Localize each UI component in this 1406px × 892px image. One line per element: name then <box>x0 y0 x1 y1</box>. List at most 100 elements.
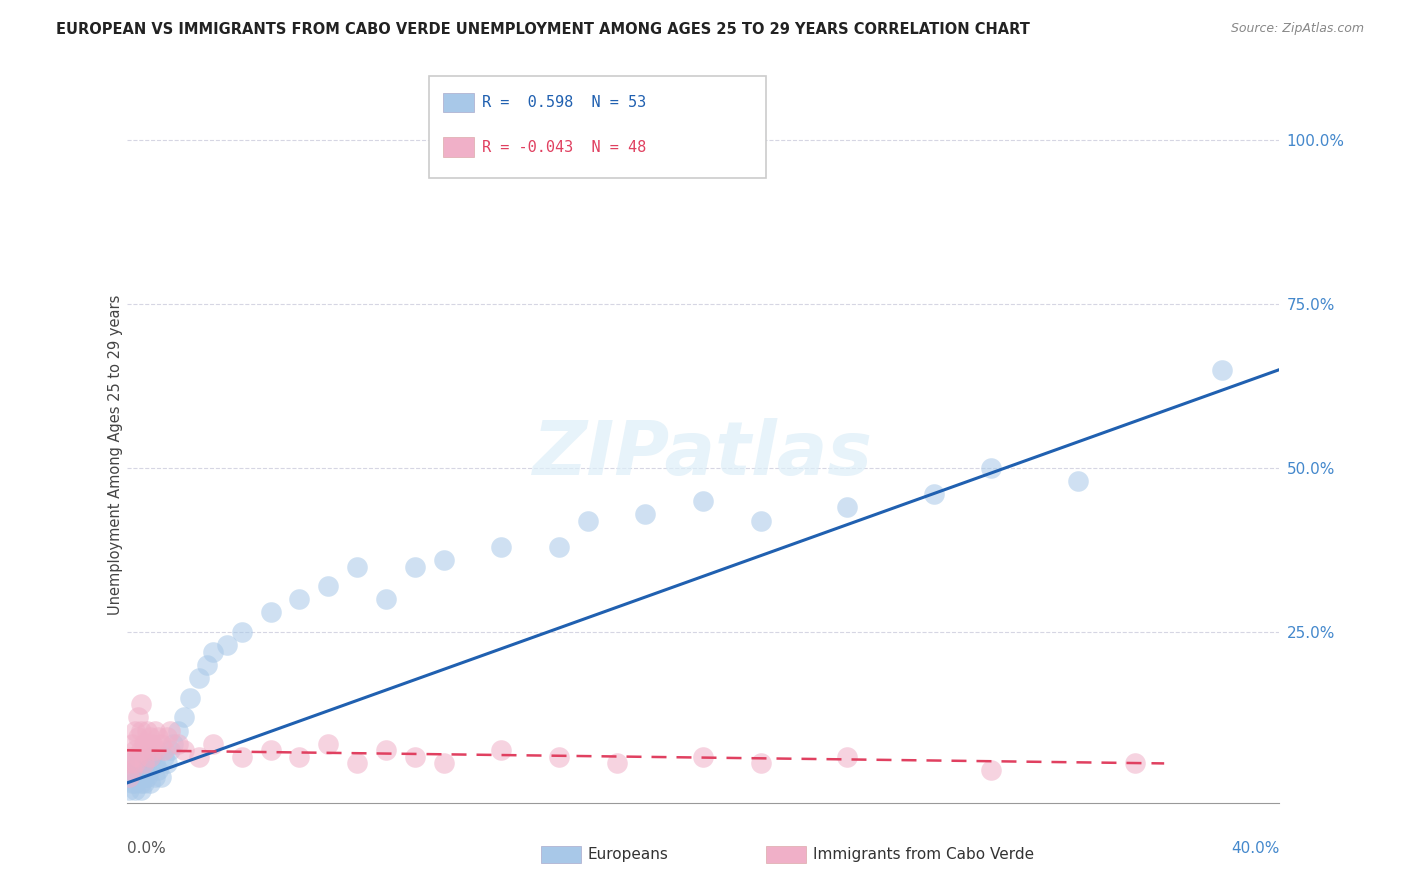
Point <box>124 743 146 757</box>
Point <box>118 770 141 784</box>
Text: 40.0%: 40.0% <box>1232 841 1279 856</box>
Point <box>145 756 166 771</box>
Point <box>132 737 155 751</box>
Point <box>692 494 714 508</box>
Point <box>173 710 195 724</box>
Point <box>835 500 858 515</box>
Point <box>433 756 456 771</box>
Point <box>259 606 281 620</box>
Point <box>127 710 149 724</box>
Point <box>159 723 181 738</box>
Point <box>129 743 152 757</box>
Point <box>980 461 1002 475</box>
Text: Source: ZipAtlas.com: Source: ZipAtlas.com <box>1230 22 1364 36</box>
Point <box>129 763 152 777</box>
Point <box>159 743 181 757</box>
Point <box>749 514 772 528</box>
Point <box>259 743 281 757</box>
Point <box>318 579 340 593</box>
Point <box>576 514 599 528</box>
Text: R = -0.043  N = 48: R = -0.043 N = 48 <box>482 140 647 154</box>
Point <box>404 559 426 574</box>
Point <box>980 763 1002 777</box>
Point <box>548 540 571 554</box>
Point <box>346 559 368 574</box>
Point <box>179 690 201 705</box>
Point <box>138 730 160 744</box>
Point <box>288 592 311 607</box>
Point <box>374 592 398 607</box>
Point <box>129 698 152 712</box>
Point <box>135 723 157 738</box>
Point <box>231 749 253 764</box>
Point <box>346 756 368 771</box>
Y-axis label: Unemployment Among Ages 25 to 29 years: Unemployment Among Ages 25 to 29 years <box>108 294 122 615</box>
Point <box>145 723 166 738</box>
Point <box>173 743 195 757</box>
Point <box>433 553 456 567</box>
Text: 0.0%: 0.0% <box>127 841 166 856</box>
Point <box>138 763 160 777</box>
Point <box>749 756 772 771</box>
Point <box>121 763 143 777</box>
Point <box>404 749 426 764</box>
Point <box>129 782 152 797</box>
Point <box>167 737 190 751</box>
Point <box>217 638 239 652</box>
Point <box>145 743 166 757</box>
Point <box>124 776 146 790</box>
Point <box>288 749 311 764</box>
Point <box>692 749 714 764</box>
Point <box>922 487 945 501</box>
Point <box>1123 756 1146 771</box>
Point <box>202 737 225 751</box>
Point <box>124 782 146 797</box>
Point <box>138 749 160 764</box>
Point <box>121 737 143 751</box>
Point <box>202 645 225 659</box>
Point <box>150 737 173 751</box>
Point <box>1211 362 1233 376</box>
Point <box>127 749 149 764</box>
Point <box>156 756 179 771</box>
Point <box>162 737 184 751</box>
Point <box>135 770 157 784</box>
Point <box>148 763 170 777</box>
Point <box>231 625 253 640</box>
Point <box>148 730 170 744</box>
Point <box>118 756 141 771</box>
Point <box>187 749 209 764</box>
Point <box>132 776 155 790</box>
Point <box>121 776 143 790</box>
Point <box>124 763 146 777</box>
Point <box>153 743 176 757</box>
Text: Immigrants from Cabo Verde: Immigrants from Cabo Verde <box>813 847 1033 862</box>
Point <box>118 756 141 771</box>
Point <box>489 540 512 554</box>
Point <box>132 770 155 784</box>
Point <box>118 782 141 797</box>
Point <box>141 737 163 751</box>
Point <box>141 749 163 764</box>
Point <box>374 743 398 757</box>
Point <box>132 756 155 771</box>
Text: EUROPEAN VS IMMIGRANTS FROM CABO VERDE UNEMPLOYMENT AMONG AGES 25 TO 29 YEARS CO: EUROPEAN VS IMMIGRANTS FROM CABO VERDE U… <box>56 22 1031 37</box>
Point <box>187 671 209 685</box>
Point <box>121 749 143 764</box>
Point <box>129 723 152 738</box>
Point <box>605 756 627 771</box>
Text: R =  0.598  N = 53: R = 0.598 N = 53 <box>482 95 647 110</box>
Point <box>167 723 190 738</box>
Text: Europeans: Europeans <box>588 847 669 862</box>
Point <box>489 743 512 757</box>
Point <box>1067 474 1090 488</box>
Point <box>835 749 858 764</box>
Point <box>127 730 149 744</box>
Point <box>156 730 179 744</box>
Point <box>121 770 143 784</box>
Point <box>124 756 146 771</box>
Point <box>135 743 157 757</box>
Point <box>195 657 218 672</box>
Point <box>145 770 166 784</box>
Point <box>318 737 340 751</box>
